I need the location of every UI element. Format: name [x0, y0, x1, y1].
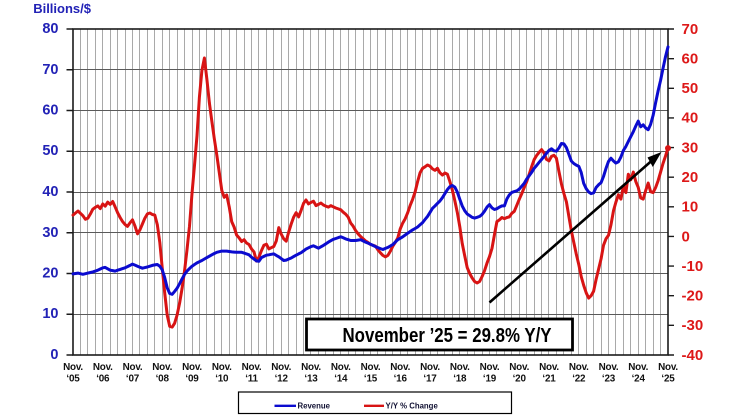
svg-text:‘13: ‘13: [304, 374, 318, 385]
svg-text:Nov.: Nov.: [599, 362, 619, 373]
svg-text:20: 20: [682, 169, 699, 186]
svg-text:Nov.: Nov.: [123, 362, 143, 373]
svg-text:‘12: ‘12: [275, 374, 289, 385]
svg-text:‘06: ‘06: [96, 374, 110, 385]
svg-text:60: 60: [42, 103, 58, 119]
svg-text:‘25: ‘25: [661, 374, 675, 385]
svg-text:‘10: ‘10: [215, 374, 229, 385]
svg-text:Nov.: Nov.: [390, 362, 410, 373]
svg-text:Nov.: Nov.: [420, 362, 440, 373]
svg-text:Nov.: Nov.: [301, 362, 321, 373]
svg-text:‘18: ‘18: [453, 374, 467, 385]
svg-text:Revenue: Revenue: [298, 402, 331, 411]
svg-text:Nov.: Nov.: [658, 362, 678, 373]
svg-text:‘17: ‘17: [423, 374, 437, 385]
svg-text:-20: -20: [682, 288, 704, 305]
svg-text:Nov.: Nov.: [93, 362, 113, 373]
svg-text:Nov.: Nov.: [271, 362, 291, 373]
svg-text:‘07: ‘07: [126, 374, 140, 385]
svg-text:70: 70: [682, 21, 699, 38]
svg-text:40: 40: [682, 110, 699, 127]
svg-text:60: 60: [682, 50, 699, 67]
svg-text:‘20: ‘20: [513, 374, 527, 385]
svg-text:Y/Y % Change: Y/Y % Change: [386, 402, 439, 411]
svg-text:50: 50: [682, 80, 699, 97]
svg-text:Nov.: Nov.: [182, 362, 202, 373]
svg-text:30: 30: [682, 139, 699, 156]
svg-text:70: 70: [42, 62, 58, 78]
svg-text:Billions/$: Billions/$: [33, 1, 92, 16]
svg-text:50: 50: [42, 143, 58, 159]
svg-text:Nov.: Nov.: [569, 362, 589, 373]
svg-text:Nov.: Nov.: [63, 362, 83, 373]
svg-text:‘08: ‘08: [156, 374, 170, 385]
svg-text:-30: -30: [682, 317, 704, 334]
svg-text:‘23: ‘23: [602, 374, 616, 385]
svg-text:‘16: ‘16: [394, 374, 408, 385]
svg-text:80: 80: [42, 21, 58, 37]
svg-text:November ’25 = 29.8% Y/Y: November ’25 = 29.8% Y/Y: [343, 324, 552, 347]
svg-text:Nov.: Nov.: [480, 362, 500, 373]
svg-text:‘15: ‘15: [364, 374, 378, 385]
svg-text:‘05: ‘05: [66, 374, 80, 385]
svg-text:0: 0: [682, 228, 690, 245]
svg-text:20: 20: [42, 266, 58, 282]
svg-text:‘09: ‘09: [185, 374, 199, 385]
svg-text:‘14: ‘14: [334, 374, 348, 385]
svg-text:40: 40: [42, 184, 58, 200]
svg-text:‘22: ‘22: [572, 374, 586, 385]
svg-text:Nov.: Nov.: [212, 362, 232, 373]
svg-text:Nov.: Nov.: [450, 362, 470, 373]
svg-text:Nov.: Nov.: [361, 362, 381, 373]
svg-text:Nov.: Nov.: [539, 362, 559, 373]
svg-text:Nov.: Nov.: [628, 362, 648, 373]
svg-text:-10: -10: [682, 258, 704, 275]
svg-text:10: 10: [682, 199, 699, 216]
svg-text:30: 30: [42, 225, 58, 241]
svg-text:Nov.: Nov.: [331, 362, 351, 373]
svg-text:Nov.: Nov.: [509, 362, 529, 373]
svg-text:‘19: ‘19: [483, 374, 497, 385]
svg-text:Nov.: Nov.: [152, 362, 172, 373]
svg-text:‘11: ‘11: [245, 374, 258, 385]
svg-text:0: 0: [50, 347, 58, 363]
svg-text:10: 10: [42, 306, 58, 322]
svg-text:Nov.: Nov.: [242, 362, 262, 373]
svg-text:‘24: ‘24: [632, 374, 646, 385]
svg-text:-40: -40: [682, 347, 704, 364]
svg-text:‘21: ‘21: [542, 374, 556, 385]
